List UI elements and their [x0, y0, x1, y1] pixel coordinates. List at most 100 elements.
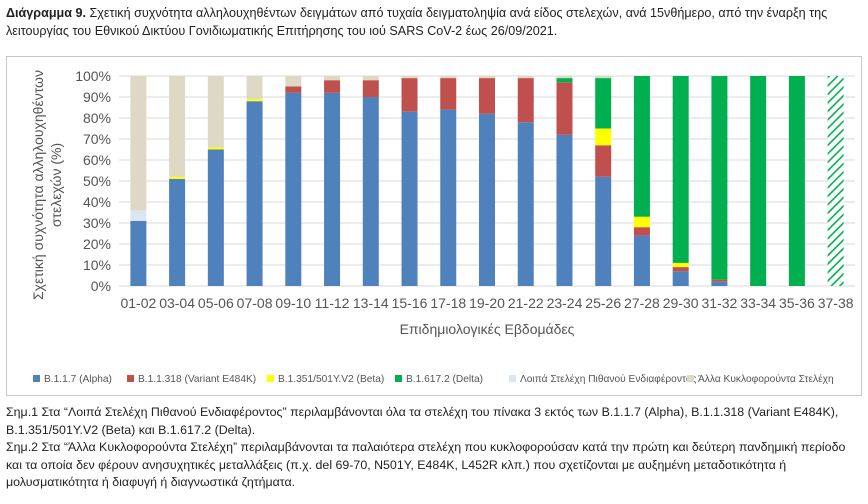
chart-area: 0% 10% 20% 30% 40% 50% 60% 70% 80% 90% 100% 01-02 03…	[6, 56, 862, 396]
bar-segment	[750, 76, 767, 286]
legend-label: Λοιπά Στελέχη Πιθανού Ενδιαφέροντος	[520, 373, 696, 385]
x-tick-label: 13-14	[353, 295, 389, 311]
legend-label: Άλλα Κυκλοφορούντα Στελέχη	[698, 373, 834, 385]
legend-label: B.1.351/501Y.V2 (Beta)	[278, 374, 384, 385]
x-tick-label: 37-38	[818, 295, 854, 311]
bar-segment	[130, 76, 147, 211]
x-tick-label: 27-28	[624, 295, 660, 311]
chart-caption: Διάγραμμα 9. Σχετική συχνότητα αλληλουχη…	[6, 4, 862, 40]
y-tick-label: 20%	[83, 236, 111, 252]
bar-segment	[285, 76, 302, 87]
bar-segment	[517, 122, 534, 286]
bar-segment	[207, 147, 224, 150]
y-tick-label: 90%	[83, 89, 111, 105]
bar-segment	[130, 220, 147, 286]
bar-segment	[285, 86, 302, 93]
bar-segment	[672, 262, 689, 268]
legend-swatch	[687, 375, 694, 382]
legend-label: B.1.1.7 (Alpha)	[44, 374, 112, 385]
bar-segment	[246, 76, 263, 100]
legend-swatch	[267, 375, 274, 382]
y-axis-label-line: Σχετική συχνότητα αλληλουχηθέντων	[30, 70, 46, 300]
x-tick-label: 21-22	[508, 295, 544, 311]
bar-segment	[401, 78, 418, 112]
bar-segment	[324, 80, 341, 93]
legend-swatch	[127, 375, 134, 382]
x-tick-label: 03-04	[159, 295, 195, 311]
bar-segment	[479, 78, 495, 114]
x-tick-label: 33-34	[740, 295, 776, 311]
x-tick-label: 09-10	[275, 295, 311, 311]
bar-segment	[517, 76, 534, 79]
bar-segment	[556, 134, 573, 286]
x-tick-label: 25-26	[585, 295, 621, 311]
bar-segment	[362, 80, 379, 97]
footnote-1: Σημ.1 Στα “Λοιπά Στελέχη Πιθανού Ενδιαφέ…	[6, 405, 839, 437]
bar-segment	[595, 145, 612, 177]
bar-segment	[595, 128, 612, 146]
stacked-bar-chart: 0% 10% 20% 30% 40% 50% 60% 70% 80% 90% 100% 01-02 03…	[30, 68, 855, 385]
caption-label: Διάγραμμα 9.	[6, 6, 86, 20]
bar-segment	[362, 76, 379, 81]
bar-segment	[827, 76, 844, 286]
y-axis-label: Σχετική συχνότητα αλληλουχηθέντων στελεχώ…	[30, 70, 64, 300]
bar-segment	[556, 82, 573, 135]
bar-segment	[479, 113, 495, 286]
y-axis-label-line: στελεχών (%)	[48, 143, 64, 227]
x-tick-label: 11-12	[315, 295, 350, 311]
bar-segment	[401, 76, 418, 79]
legend-swatch	[509, 375, 516, 382]
bar-segment	[595, 176, 612, 286]
y-tick-label: 100%	[75, 68, 111, 84]
x-axis-label: Επιδημιολογικές Εβδομάδες	[400, 321, 575, 337]
x-tick-label: 35-36	[779, 295, 815, 311]
footnotes: Σημ.1 Στα “Λοιπά Στελέχη Πιθανού Ενδιαφέ…	[6, 404, 864, 492]
y-tick-label: 0%	[91, 278, 111, 294]
x-tick-label: 07-08	[237, 295, 273, 311]
y-tick-label: 70%	[83, 131, 111, 147]
bar-segment	[711, 76, 728, 280]
bar-segment	[788, 76, 805, 286]
bar-segment	[672, 267, 689, 272]
x-tick-label: 29-30	[663, 295, 699, 311]
bar-segment	[556, 76, 573, 79]
legend-swatch	[33, 375, 40, 382]
legend-swatch	[395, 375, 402, 382]
bar-segment	[517, 78, 534, 123]
x-tick-label: 19-20	[469, 295, 505, 311]
bar-segment	[595, 78, 612, 129]
bar-segment	[440, 76, 457, 79]
y-tick-label: 30%	[83, 215, 111, 231]
bar-segment	[672, 76, 689, 263]
x-tick-label: 05-06	[198, 295, 234, 311]
bar-segment	[556, 78, 573, 83]
bar-segment	[130, 210, 147, 221]
bar-segment	[711, 279, 728, 282]
legend-label: B.1.617.2 (Delta)	[406, 374, 483, 385]
bar-segment	[672, 271, 689, 286]
caption-text: Σχετική συχνότητα αλληλουχηθέντων δειγμά…	[6, 6, 828, 38]
bar-segment	[479, 76, 495, 79]
x-tick-label: 15-16	[392, 295, 428, 311]
x-tick-label: 01-02	[120, 295, 156, 311]
bar-segment	[440, 109, 457, 286]
bar-segment	[207, 76, 224, 148]
x-tick-label: 23-24	[547, 295, 583, 311]
bar-segment	[633, 227, 650, 236]
bar-segment	[633, 76, 650, 217]
bar-segment	[246, 99, 263, 102]
bar-segment	[711, 281, 728, 286]
y-tick-label: 10%	[83, 257, 111, 273]
bar-segment	[595, 76, 612, 79]
bar-segment	[401, 111, 418, 286]
bar-segment	[169, 176, 186, 179]
footnote-2: Σημ.2 Στα “Άλλα Κυκλοφορούντα Στελέχη” π…	[6, 440, 846, 490]
x-tick-label: 31-32	[702, 295, 738, 311]
bar-segment	[633, 216, 650, 228]
bar-segment	[246, 101, 263, 286]
bar-segment	[324, 76, 341, 81]
bar-segment	[207, 149, 224, 286]
y-tick-label: 60%	[83, 152, 111, 168]
bar-segment	[169, 76, 186, 177]
bar-segment	[362, 97, 379, 286]
